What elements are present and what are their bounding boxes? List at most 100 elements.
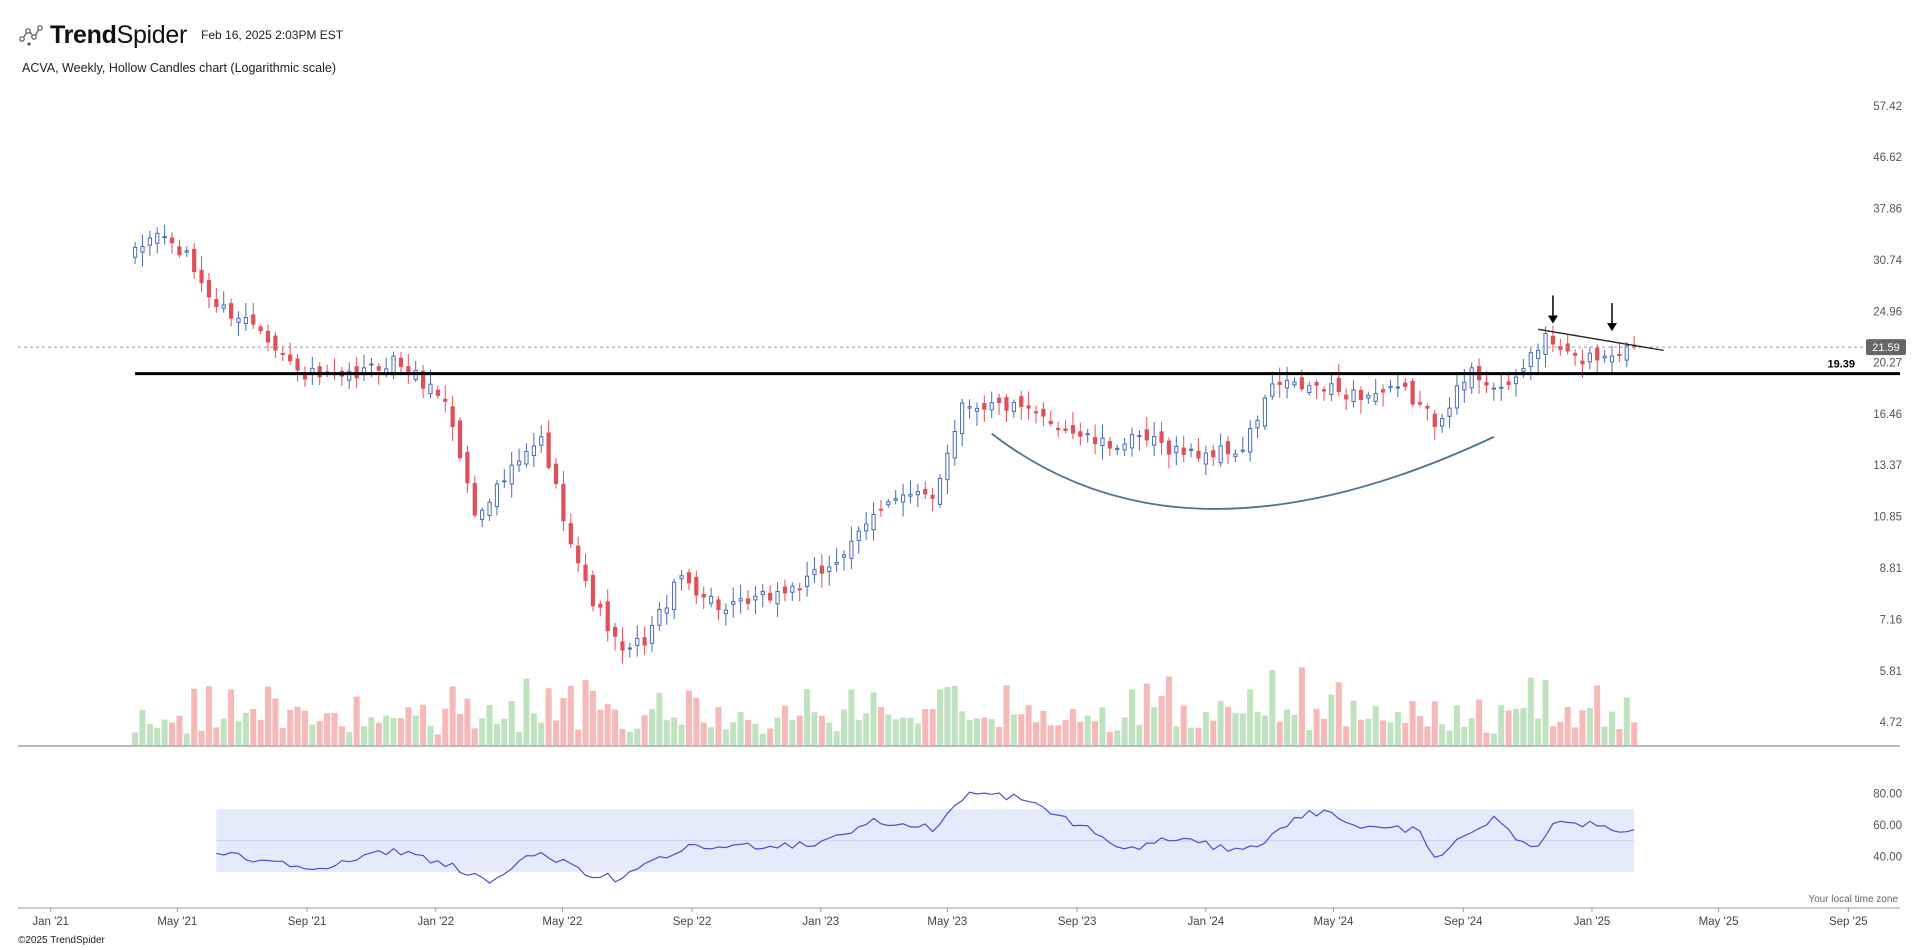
volume-bar <box>169 722 176 745</box>
volume-bar <box>966 720 973 745</box>
candle-body <box>1019 396 1024 408</box>
candle-body <box>620 641 625 651</box>
candle-body <box>1425 405 1430 409</box>
candle-body <box>177 246 182 256</box>
volume-bar <box>951 685 958 745</box>
candle-body <box>760 590 765 596</box>
candle-body <box>1262 397 1268 427</box>
volume-bar <box>1409 700 1416 745</box>
candle-body <box>1410 380 1415 405</box>
volume-bar <box>1350 700 1357 745</box>
candle-body <box>1033 411 1039 414</box>
candle-body <box>1454 385 1460 409</box>
candle-body <box>236 317 241 323</box>
candle-body <box>1344 394 1349 400</box>
candle-body <box>893 498 898 501</box>
volume-bar <box>811 712 818 745</box>
candle-body <box>635 638 640 646</box>
volume-bar <box>1040 710 1047 745</box>
volume-bar <box>1261 715 1268 745</box>
candle-body <box>1284 380 1290 389</box>
volume-bar <box>1431 701 1438 745</box>
volume-bar <box>1180 705 1187 745</box>
volume-bar <box>198 730 205 745</box>
volume-bar <box>922 709 929 745</box>
candle-body <box>502 480 507 483</box>
candle-body <box>1499 386 1504 389</box>
candle-body <box>1572 352 1578 356</box>
candle-body <box>369 363 374 366</box>
candle-body <box>1129 434 1135 449</box>
candle-body <box>214 298 219 308</box>
x-tick-label: Sep '25 <box>1829 916 1868 928</box>
candle-body <box>1048 420 1053 425</box>
chart-subtitle: ACVA, Weekly, Hollow Candles chart (Loga… <box>22 61 337 75</box>
candle-body <box>1380 389 1386 393</box>
candle-body <box>1432 413 1437 427</box>
candle-body <box>745 598 751 604</box>
volume-bar <box>272 698 279 745</box>
candle-body <box>1085 433 1090 436</box>
candle-body <box>1292 381 1297 386</box>
candle-body <box>716 599 721 611</box>
volume-bar <box>914 723 921 745</box>
candle-body <box>1307 385 1312 394</box>
candle-body <box>1255 419 1260 429</box>
volume-bar <box>685 690 692 745</box>
volume-bar <box>641 715 648 745</box>
volume-bar <box>1018 714 1025 745</box>
volume-bar <box>1121 717 1128 745</box>
candle-body <box>782 586 788 594</box>
candle-body <box>945 452 950 481</box>
volume-bar <box>493 724 500 745</box>
candle-body <box>967 406 972 409</box>
volume-bar <box>132 732 139 745</box>
candle-body <box>1144 429 1149 441</box>
volume-bar <box>154 728 161 745</box>
volume-bar <box>700 722 707 745</box>
volume-bar <box>516 731 523 745</box>
candle-body <box>672 581 677 611</box>
volume-bar <box>427 725 434 745</box>
volume-bar <box>434 734 441 745</box>
candle-body <box>1580 360 1585 365</box>
price-tick-label: 5.81 <box>1880 666 1902 678</box>
candle-body <box>1602 355 1607 359</box>
volume-bar <box>1498 705 1505 745</box>
candle-body <box>731 601 736 605</box>
x-tick-label: Jan '24 <box>1187 916 1224 928</box>
last-price-badge <box>1866 339 1906 356</box>
volume-bar <box>486 705 493 745</box>
candle-body <box>1506 381 1511 386</box>
volume-bar <box>287 710 294 745</box>
volume-bar <box>863 713 870 745</box>
candle-body <box>1218 445 1223 464</box>
candle-body <box>1225 441 1231 455</box>
candle-body <box>834 561 839 565</box>
candle-body <box>856 530 861 541</box>
candle-body <box>140 245 145 253</box>
candle-body <box>1100 437 1105 447</box>
volume-bar <box>708 727 715 745</box>
volume-bar <box>1284 709 1291 745</box>
candle-body <box>1196 450 1201 459</box>
volume-bar <box>759 733 766 745</box>
volume-bar <box>959 711 966 745</box>
volume-bar <box>1468 718 1475 745</box>
candle-body <box>428 383 433 395</box>
volume-bar <box>663 720 670 745</box>
candle-body <box>546 432 551 468</box>
local-time-note: Your local time zone <box>1808 894 1898 905</box>
rsi-tick-label: 40.00 <box>1873 852 1902 864</box>
candle-body <box>612 626 618 637</box>
candle-body <box>1440 418 1445 427</box>
volume-bar <box>1439 724 1446 745</box>
volume-bar <box>1387 722 1394 745</box>
candle-body <box>1211 450 1216 458</box>
candle-body <box>1078 431 1083 437</box>
volume-bar <box>1232 712 1239 745</box>
volume-bar <box>1269 670 1276 745</box>
volume-bar <box>375 722 382 745</box>
candle-body <box>686 572 692 584</box>
